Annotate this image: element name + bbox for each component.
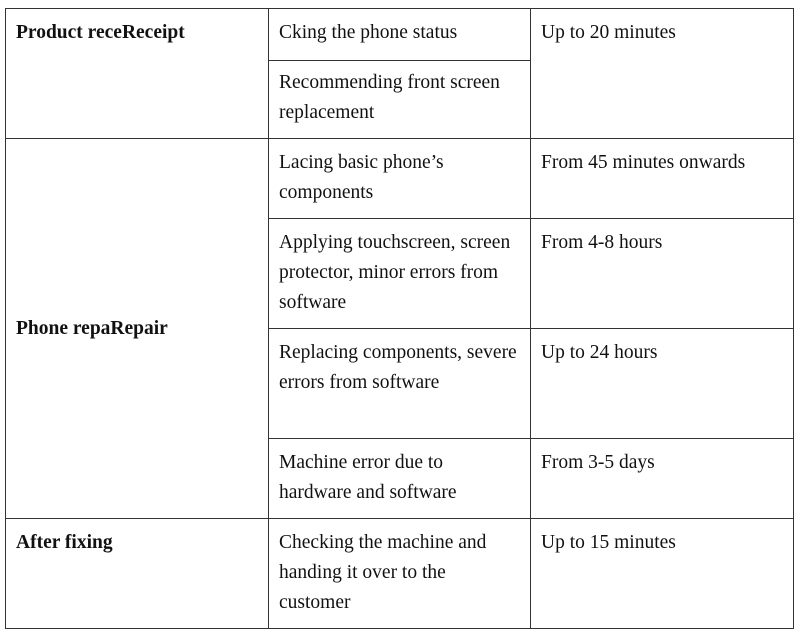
stage-cell: Phone repaRepair bbox=[5, 138, 269, 519]
time-cell: Up to 20 minutes bbox=[530, 8, 794, 139]
task-cell: Cking the phone status bbox=[268, 8, 531, 61]
time-cell: From 4-8 hours bbox=[530, 218, 794, 329]
task-cell: Lacing basic phone’s components bbox=[268, 138, 531, 219]
time-cell: From 3-5 days bbox=[530, 438, 794, 519]
stage-cell: After fixing bbox=[5, 518, 269, 629]
time-cell: Up to 15 minutes bbox=[530, 518, 794, 629]
task-cell: Recommending front screen replacement bbox=[268, 60, 531, 139]
task-cell: Applying touchscreen, screen protector, … bbox=[268, 218, 531, 329]
stage-cell: Product receReceipt bbox=[5, 8, 269, 139]
time-cell: Up to 24 hours bbox=[530, 328, 794, 439]
task-cell: Replacing components, severe errors from… bbox=[268, 328, 531, 439]
task-cell: Machine error due to hardware and softwa… bbox=[268, 438, 531, 519]
stage-label: Phone repaRepair bbox=[16, 317, 168, 339]
task-cell: Checking the machine and handing it over… bbox=[268, 518, 531, 629]
time-cell: From 45 minutes onwards bbox=[530, 138, 794, 219]
